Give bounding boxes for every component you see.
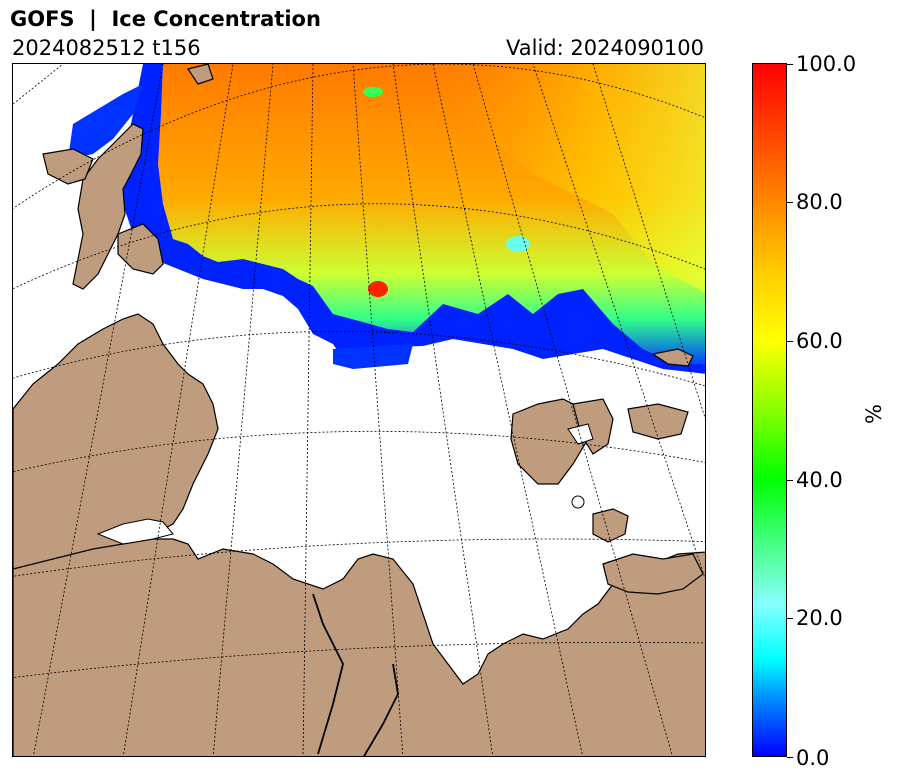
colorbar-tick-label: 40.0 <box>796 468 843 492</box>
colorbar-tick-label: 0.0 <box>796 746 830 770</box>
colorbar-unit-label: % <box>861 404 886 424</box>
map-panel <box>12 63 706 757</box>
graticule <box>13 64 705 756</box>
colorbar-tick-label: 20.0 <box>796 606 843 630</box>
valid-time: Valid: 2024090100 <box>506 36 704 60</box>
islands <box>96 423 594 545</box>
run-time: 2024082512 t156 <box>12 36 201 60</box>
map-canvas <box>13 64 705 756</box>
colorbar-tick-label: 80.0 <box>796 190 843 214</box>
colorbar <box>752 63 787 757</box>
land <box>13 64 705 756</box>
colorbar-tick-label: 60.0 <box>796 329 843 353</box>
colorbar-tick-label: 100.0 <box>796 52 857 76</box>
map-title: GOFS | Ice Concentration <box>10 7 321 31</box>
ice-pack <box>68 64 705 374</box>
rivers <box>312 593 399 756</box>
